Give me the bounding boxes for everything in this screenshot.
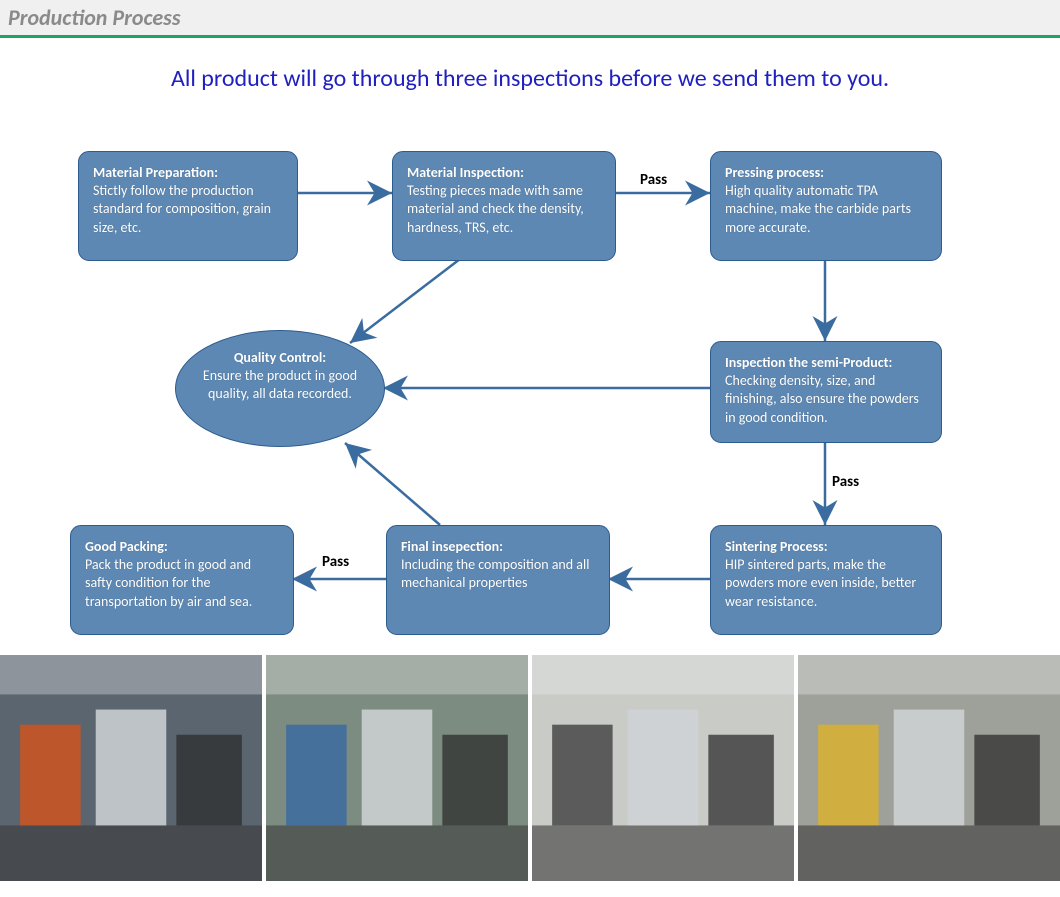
factory-photo-placeholder bbox=[798, 655, 1060, 881]
photo-pressing-machine bbox=[0, 655, 262, 881]
flowchart-canvas: Material Preparation:Stictly follow the … bbox=[0, 93, 1060, 653]
node-final-inspection: Final insepection:Including the composit… bbox=[386, 525, 610, 635]
node-quality-control: Quality Control:Ensure the product in go… bbox=[175, 330, 385, 447]
node-title: Quality Control: bbox=[234, 349, 326, 366]
node-sintering: Sintering Process:HIP sintered parts, ma… bbox=[710, 525, 942, 635]
edge-label-pass: Pass bbox=[322, 553, 349, 571]
node-title: Good Packing: bbox=[85, 538, 168, 555]
node-semi-product: Inspection the semi-Product:Checking den… bbox=[710, 341, 942, 443]
node-title: Inspection the semi-Product: bbox=[725, 354, 892, 371]
node-body: HIP sintered parts, make the powders mor… bbox=[725, 556, 927, 611]
node-body: Including the composition and all mechan… bbox=[401, 556, 595, 592]
node-title: Final insepection: bbox=[401, 538, 503, 555]
node-body: High quality automatic TPA machine, make… bbox=[725, 182, 927, 237]
photo-strip bbox=[0, 655, 1060, 881]
factory-photo-placeholder bbox=[0, 655, 262, 881]
section-header: Production Process bbox=[0, 0, 1060, 38]
node-body: Pack the product in good and safty condi… bbox=[85, 556, 279, 611]
node-title: Material Preparation: bbox=[93, 164, 218, 181]
node-body: Testing pieces made with same material a… bbox=[407, 182, 601, 237]
edge-label-pass: Pass bbox=[832, 473, 859, 491]
node-good-packing: Good Packing:Pack the product in good an… bbox=[70, 525, 294, 635]
node-material-prep: Material Preparation:Stictly follow the … bbox=[78, 151, 298, 261]
node-body: Stictly follow the production standard f… bbox=[93, 182, 283, 237]
section-title: Production Process bbox=[8, 4, 181, 31]
node-body: Checking density, size, and finishing, a… bbox=[725, 372, 927, 427]
factory-photo-placeholder bbox=[266, 655, 528, 881]
node-title: Sintering Process: bbox=[725, 538, 828, 555]
node-title: Material Inspection: bbox=[407, 164, 524, 181]
subtitle-text: All product will go through three inspec… bbox=[0, 64, 1060, 93]
factory-photo-placeholder bbox=[532, 655, 794, 881]
node-body: Ensure the product in good quality, all … bbox=[190, 367, 370, 403]
photo-sintering-furnace bbox=[532, 655, 794, 881]
node-pressing: Pressing process:High quality automatic … bbox=[710, 151, 942, 261]
node-title: Pressing process: bbox=[725, 164, 824, 181]
edge-label-pass: Pass bbox=[640, 171, 667, 189]
photo-inspection-station bbox=[798, 655, 1060, 881]
node-material-insp: Material Inspection:Testing pieces made … bbox=[392, 151, 616, 261]
photo-machine-row bbox=[266, 655, 528, 881]
